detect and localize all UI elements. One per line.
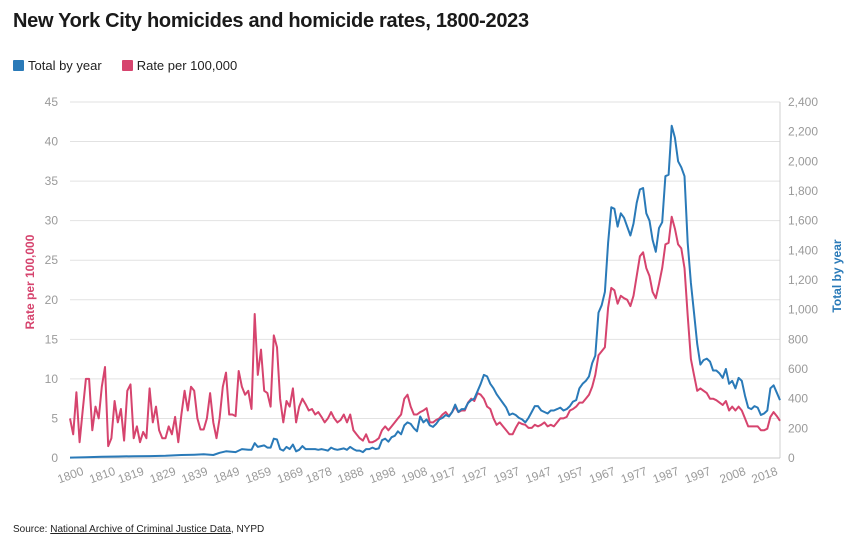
y-left-tick-label: 25 [45,253,59,267]
source-suffix: , NYPD [230,524,265,535]
y-right-tick-label: 1,400 [788,243,818,257]
x-tick-label: 1888 [336,464,366,486]
y-right-tick-label: 1,600 [788,214,818,228]
y-right-tick-label: 2,000 [788,154,818,168]
y-right-tick-label: 1,200 [788,273,818,287]
x-tick-label: 1810 [87,464,117,486]
y-right-tick-label: 1,000 [788,303,818,317]
x-tick-label: 1977 [619,464,649,486]
y-left-tick-label: 45 [45,95,59,109]
x-tick-label: 1957 [555,464,585,486]
y-right-tick-label: 2,200 [788,125,818,139]
series-line-total [69,124,781,459]
source-note: Source: National Archive of Criminal Jus… [13,524,264,535]
x-tick-label: 1987 [651,464,681,486]
legend: Total by year Rate per 100,000 [13,58,257,73]
x-tick-label: 1898 [368,464,398,486]
y-right-tick-label: 200 [788,421,808,435]
x-tick-label: 1927 [460,464,490,486]
legend-label-rate: Rate per 100,000 [136,58,238,73]
legend-label-total: Total by year [28,58,102,73]
legend-swatch-rate [121,60,133,71]
y-right-tick-label: 600 [788,362,808,376]
y-left-tick-label: 20 [45,293,59,307]
legend-swatch-total [13,60,24,71]
y-left-tick-label: 15 [45,332,59,346]
y-left-tick-label: 40 [45,135,59,149]
source-link[interactable]: National Archive of Criminal Justice Dat… [50,524,231,535]
series-line-rate [69,215,781,448]
x-tick-label: 1819 [116,464,146,486]
y-left-tick-label: 30 [45,214,59,228]
x-tick-label: 1997 [683,464,713,486]
x-tick-label: 1967 [587,464,617,486]
y-right-tick-label: 2,400 [788,95,818,109]
x-tick-label: 1937 [492,464,522,486]
y-left-tick-label: 35 [45,174,59,188]
chart-title: New York City homicides and homicide rat… [13,10,529,32]
x-tick-label: 1917 [428,464,458,486]
source-prefix: Source: [13,524,51,535]
x-tick-label: 2018 [750,464,780,486]
x-tick-label: 1869 [275,464,305,486]
legend-item-rate[interactable]: Rate per 100,000 [121,58,238,73]
y-right-tick-label: 0 [788,451,795,465]
y-right-tick-label: 400 [788,392,808,406]
x-tick-label: 1947 [524,464,554,486]
y-left-axis-title: Rate per 100,000 [23,234,37,329]
x-tick-label: 1859 [243,464,273,486]
x-tick-label: 1849 [212,464,242,486]
x-tick-label: 1839 [180,464,210,486]
y-right-tick-label: 1,800 [788,184,818,198]
legend-item-total[interactable]: Total by year [13,58,102,73]
x-tick-label: 1878 [304,464,334,486]
chart-area: 0 5 10 15 20 25 30 35 40 45 0 200 400 600 800 1,000 1,20… [23,95,844,486]
y-left-tick-label: 5 [51,411,58,425]
y-right-axis-title: Total by year [830,239,844,312]
y-left-tick-label: 10 [45,372,59,386]
y-left-tick-label: 0 [51,451,58,465]
x-tick-label: 2008 [718,464,748,486]
y-right-tick-label: 800 [788,332,808,346]
x-tick-label: 1800 [55,464,85,486]
x-tick-label: 1908 [399,464,429,486]
x-tick-label: 1829 [148,464,178,486]
